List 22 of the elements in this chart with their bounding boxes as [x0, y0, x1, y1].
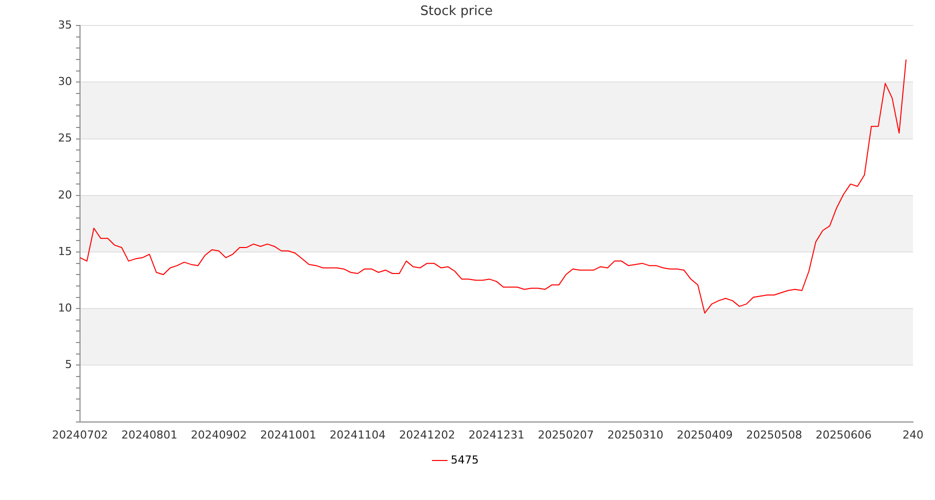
x-tick-label: 20240702	[52, 428, 108, 442]
y-tick-label: 15	[58, 244, 72, 258]
y-tick-label: 30	[58, 75, 72, 88]
legend-label: 5475	[450, 453, 479, 466]
y-tick-label: 20	[58, 188, 72, 202]
chart-title: Stock price	[420, 4, 493, 20]
x-tick-label: 20241202	[399, 428, 456, 442]
y-tick-label: 10	[58, 301, 72, 314]
y-tick-label: 35	[58, 18, 72, 32]
x-tick-label: 20250207	[538, 428, 594, 442]
x-tick-label: 20250606	[816, 428, 872, 442]
x-tick-label: 240	[902, 428, 924, 442]
y-tick-label: 5	[65, 358, 72, 372]
x-tick-label: 20250508	[746, 428, 802, 442]
x-tick-label: 20240801	[121, 428, 178, 442]
x-tick-label: 20241001	[260, 428, 316, 442]
x-tick-label: 20241231	[468, 428, 524, 442]
x-tick-label: 20240902	[190, 428, 247, 442]
x-tick-label: 20250310	[607, 428, 664, 442]
x-tick-label: 20250409	[676, 428, 733, 442]
y-tick-label: 25	[58, 132, 72, 145]
x-tick-label: 20241104	[330, 428, 386, 442]
